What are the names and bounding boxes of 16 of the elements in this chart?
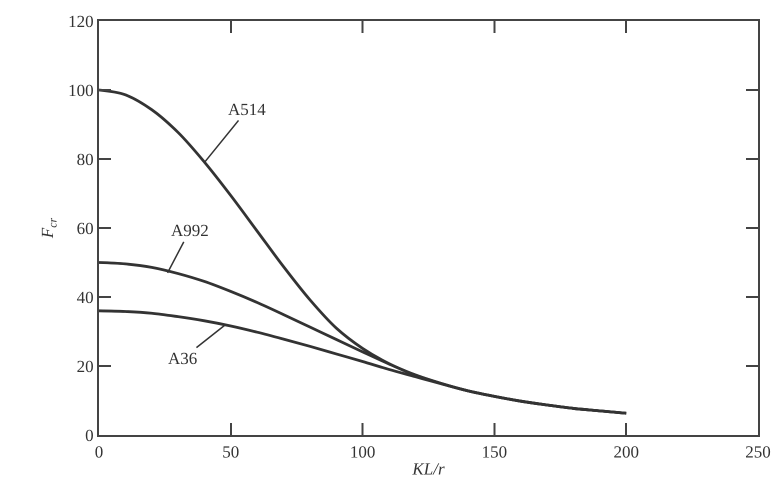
x-tick-label: 150 bbox=[482, 442, 508, 462]
y-tick-label: 40 bbox=[76, 288, 94, 307]
y-tick-label: 100 bbox=[68, 80, 94, 100]
annotation: A514 bbox=[228, 100, 266, 119]
y-tick-label: 120 bbox=[68, 12, 94, 31]
x-tick-label: 100 bbox=[350, 442, 376, 462]
annotation: A36 bbox=[168, 349, 198, 368]
y-tick-label: 0 bbox=[85, 426, 94, 445]
y-tick-label: 80 bbox=[76, 150, 94, 169]
y-tick-label: 20 bbox=[76, 356, 94, 376]
x-tick-label: 50 bbox=[222, 442, 240, 462]
y-tick-label: 60 bbox=[76, 218, 94, 238]
annotation: A992 bbox=[171, 221, 209, 240]
x-tick-label: 200 bbox=[613, 442, 639, 462]
x-axis-title: KL/r bbox=[411, 459, 445, 478]
x-tick-label: 250 bbox=[745, 442, 771, 462]
